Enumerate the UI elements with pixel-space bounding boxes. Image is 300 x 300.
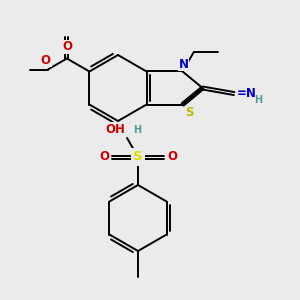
- Text: =N: =N: [237, 87, 257, 100]
- Text: O: O: [62, 40, 72, 53]
- Text: O: O: [41, 53, 51, 67]
- Text: H: H: [133, 125, 141, 135]
- Text: O: O: [167, 151, 177, 164]
- Text: O: O: [99, 151, 109, 164]
- Text: S: S: [133, 151, 143, 164]
- Text: N: N: [178, 58, 189, 70]
- Text: H: H: [254, 94, 262, 105]
- Text: OH: OH: [105, 123, 125, 136]
- Text: S: S: [186, 106, 194, 119]
